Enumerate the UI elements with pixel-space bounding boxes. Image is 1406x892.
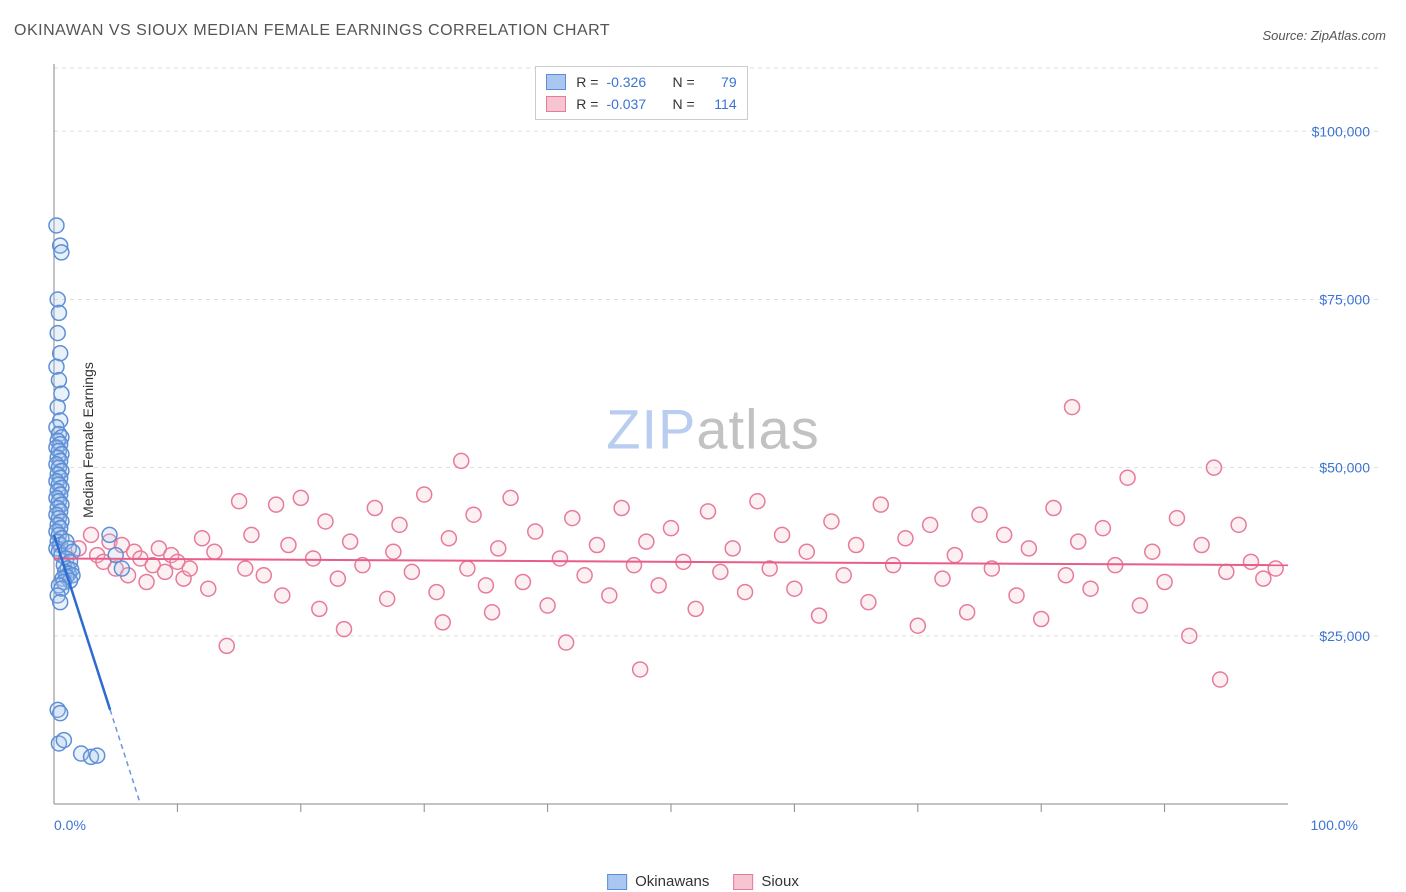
y-axis-label: Median Female Earnings <box>80 362 96 518</box>
chart-container: OKINAWAN VS SIOUX MEDIAN FEMALE EARNINGS… <box>0 0 1406 892</box>
legend-R-label: R = <box>576 93 598 115</box>
legend-R-value: -0.037 <box>606 93 656 115</box>
legend-N-label: N = <box>672 93 694 115</box>
series-legend-item: Sioux <box>733 873 799 890</box>
legend-swatch <box>546 96 566 112</box>
legend-swatch <box>607 874 627 890</box>
series-legend-item: Okinawans <box>607 873 709 890</box>
chart-svg: $25,000 $50,000 $75,000 $100,000 0.0% 100.0% <box>48 50 1378 840</box>
source-value: ZipAtlas.com <box>1311 28 1386 43</box>
source-attribution: Source: ZipAtlas.com <box>1262 28 1386 43</box>
svg-text:$50,000: $50,000 <box>1319 460 1370 476</box>
svg-text:100.0%: 100.0% <box>1311 817 1358 833</box>
series-legend-label: Okinawans <box>635 873 709 890</box>
legend-row: R = -0.326 N = 79 <box>546 71 736 93</box>
legend-R-value: -0.326 <box>606 71 656 93</box>
chart-title: OKINAWAN VS SIOUX MEDIAN FEMALE EARNINGS… <box>14 22 610 40</box>
svg-text:$25,000: $25,000 <box>1319 628 1370 644</box>
legend-N-value: 114 <box>703 93 737 115</box>
source-label: Source: <box>1262 28 1310 43</box>
legend-swatch <box>733 874 753 890</box>
legend-N-value: 79 <box>703 71 737 93</box>
series-legend: Okinawans Sioux <box>607 873 799 890</box>
svg-text:0.0%: 0.0% <box>54 817 86 833</box>
legend-R-label: R = <box>576 71 598 93</box>
plot-area: $25,000$50,000$75,000$100,0000.0%100.0% … <box>48 50 1378 840</box>
legend-swatch <box>546 74 566 90</box>
legend-N-label: N = <box>672 71 694 93</box>
correlation-legend: R = -0.326 N = 79 R = -0.037 N = 114 <box>535 66 747 120</box>
series-legend-label: Sioux <box>761 873 799 890</box>
legend-row: R = -0.037 N = 114 <box>546 93 736 115</box>
svg-text:$100,000: $100,000 <box>1312 123 1371 139</box>
svg-text:$75,000: $75,000 <box>1319 291 1370 307</box>
